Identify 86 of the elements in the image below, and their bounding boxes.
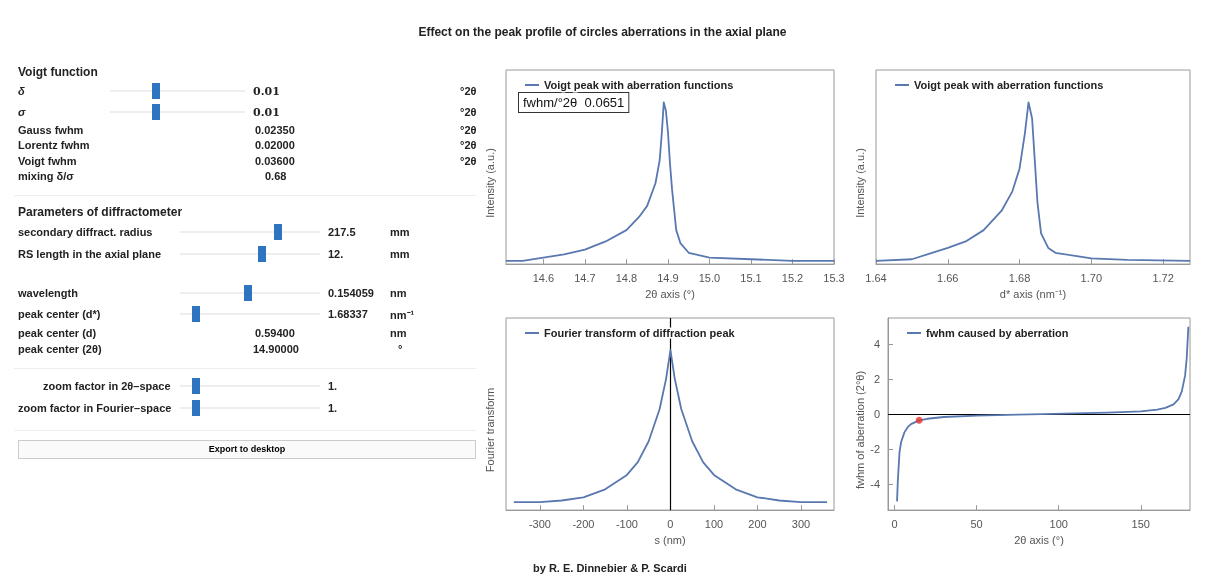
x-tick-label: 14.6	[532, 271, 555, 284]
text: 0.59400	[255, 327, 295, 339]
text: °2θ	[460, 124, 477, 136]
text: 1.68337	[328, 308, 368, 320]
text: 0.02000	[255, 139, 295, 151]
x-tick-label: -200	[572, 517, 595, 530]
y-tick-label: -2	[870, 442, 880, 455]
y-tick-label: 0	[873, 408, 880, 421]
x-tick-label: 14.9	[657, 271, 679, 284]
text: Gauss fwhm	[18, 124, 84, 136]
text: °2θ	[460, 106, 477, 118]
x-tick-label: 1.68	[1008, 271, 1031, 284]
text: 1.	[328, 380, 338, 392]
text: 0.01	[253, 105, 280, 119]
x-tick-label: 50	[970, 517, 983, 530]
text: °2θ	[460, 139, 477, 151]
text: 0.02350	[255, 124, 295, 136]
x-tick-label: 200	[748, 517, 767, 530]
text: secondary diffract. radius	[18, 226, 153, 238]
text: mm	[390, 248, 410, 260]
text: σ	[18, 106, 26, 118]
text: nm	[390, 327, 407, 339]
text: mm	[390, 226, 410, 238]
x-tick-label: 14.8	[615, 271, 638, 284]
text: 0.154059	[328, 287, 374, 299]
text: peak center (d*)	[18, 308, 101, 320]
text: zoom factor in 2θ–space	[43, 380, 171, 392]
text: Parameters of diffractometer	[18, 205, 183, 219]
x-tick-label: 1.72	[1152, 271, 1174, 284]
y-tick-label: -4	[870, 477, 880, 490]
text: mixing δ/σ	[18, 170, 74, 182]
text: Voigt fwhm	[18, 155, 77, 167]
y-axis-title: fwhm of aberration (2°θ)	[853, 370, 866, 490]
x-tick-label: 100	[704, 517, 724, 530]
text: peak center (d)	[18, 327, 97, 339]
text: Export to desktop	[18, 440, 476, 459]
y-axis-title: Fourier transform	[483, 387, 496, 473]
text: Voigt function	[18, 65, 98, 79]
x-axis-title: 2θ axis (°)	[645, 287, 695, 300]
y-axis-title: Intensity (a.u.)	[483, 148, 496, 218]
x-tick-label: 100	[1049, 517, 1068, 530]
text: 0.01	[253, 84, 280, 98]
x-tick-label: 1.64	[865, 271, 887, 284]
line-series	[896, 325, 1190, 503]
text: Effect on the peak profile of circles aberrations in the axial plane	[417, 25, 788, 39]
x-tick-label: 0	[667, 517, 674, 530]
text: Lorentz fwhm	[18, 139, 90, 151]
x-tick-label: -100	[615, 517, 638, 530]
text: wavelength	[18, 287, 78, 299]
x-tick-label: 0	[891, 517, 898, 530]
x-axis-title: s (nm)	[654, 533, 686, 546]
text: nm⁻¹	[390, 307, 415, 322]
text: °2θ	[460, 85, 477, 97]
text: peak center (2θ)	[18, 343, 102, 355]
x-axis-title: d* axis (nm⁻¹)	[999, 287, 1067, 300]
text: 0.68	[265, 170, 287, 182]
x-tick-label: 150	[1131, 517, 1150, 530]
text: by R. E. Dinnebier & P. Scardi	[533, 562, 687, 574]
y-axis-title: Intensity (a.u.)	[853, 148, 866, 218]
text: δ	[18, 85, 25, 97]
x-axis-title: 2θ axis (°)	[1014, 533, 1064, 546]
x-tick-label: 300	[791, 517, 811, 530]
text: 14.90000	[253, 343, 299, 355]
y-tick-label: 2	[873, 373, 880, 386]
x-tick-label: -300	[528, 517, 551, 530]
text: nm	[390, 287, 407, 299]
text: °2θ	[460, 155, 477, 167]
text: 1.	[328, 402, 338, 414]
text: RS length in the axial plane	[18, 248, 162, 260]
text: 12.	[328, 248, 344, 260]
y-tick-label: 4	[873, 338, 880, 351]
x-tick-label: 1.66	[937, 271, 959, 284]
x-tick-label: 15.0	[698, 271, 721, 284]
text: °	[398, 343, 403, 355]
x-tick-label: 15.3	[823, 271, 845, 284]
annotation: fwhm/°2θ 0.0651	[523, 95, 625, 110]
text: 217.5	[328, 226, 356, 238]
text: zoom factor in Fourier–space	[18, 402, 172, 414]
legend-label: fwhm caused by aberration	[926, 327, 1069, 339]
x-tick-label: 15.1	[740, 271, 762, 284]
x-tick-label: 1.70	[1080, 271, 1103, 284]
text: 0.03600	[255, 155, 295, 167]
x-tick-label: 15.2	[781, 271, 804, 284]
legend-label: Voigt peak with aberration functions	[914, 79, 1104, 91]
x-tick-label: 14.7	[574, 271, 596, 284]
legend-label: Voigt peak with aberration functions	[544, 79, 734, 91]
